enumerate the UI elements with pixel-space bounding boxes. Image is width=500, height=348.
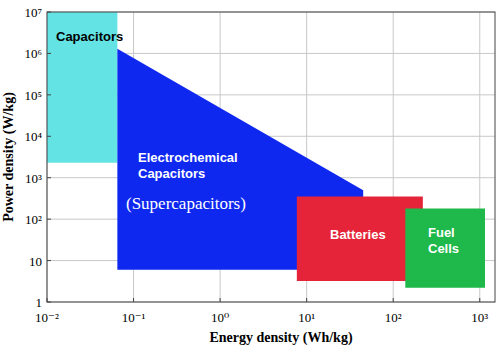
y-tick-label: 10 — [29, 254, 42, 269]
region-label: FuelCells — [428, 225, 459, 256]
y-tick — [47, 136, 51, 137]
y-tick — [47, 94, 51, 95]
x-tick — [393, 298, 394, 302]
y-tick-label: 10⁵ — [24, 88, 42, 103]
y-tick — [47, 260, 51, 261]
y-tick — [47, 12, 51, 13]
x-tick — [47, 298, 48, 302]
x-tick — [133, 298, 134, 302]
x-tick — [306, 298, 307, 302]
y-axis-label: Power density (W/kg) — [1, 92, 17, 222]
y-tick — [47, 177, 51, 178]
region — [297, 197, 423, 281]
x-tick — [479, 298, 480, 302]
plot-frame — [47, 12, 495, 302]
y-tick-label: 1 — [36, 295, 43, 310]
region — [405, 209, 485, 288]
region-label: ElectrochemicalCapacitors — [138, 150, 238, 181]
x-tick-label: 10³ — [471, 310, 488, 325]
chart: 10⁻² 10⁻¹ 10⁰ 10¹ 10² 10³ 1 10 10² 10³ 10⁴ 10⁵ 10⁶ 10… — [0, 0, 500, 348]
x-tick-label: 10² — [385, 310, 402, 325]
x-tick-label: 10⁻¹ — [122, 310, 146, 325]
x-tick-label: 10⁰ — [211, 310, 229, 325]
x-axis-label: Energy density (Wh/kg) — [209, 330, 352, 346]
x-tick-label: 10⁻² — [35, 310, 59, 325]
regions — [47, 12, 485, 288]
y-tick-label: 10⁴ — [24, 129, 42, 144]
grid — [47, 12, 495, 302]
region-label: Capacitors — [56, 29, 123, 44]
x-tick — [220, 298, 221, 302]
x-tick-label: 10¹ — [298, 310, 315, 325]
y-tick — [47, 302, 51, 303]
y-tick — [47, 53, 51, 54]
y-tick — [47, 219, 51, 220]
y-tick-label: 10³ — [25, 171, 42, 186]
y-tick-label: 10⁷ — [24, 5, 42, 20]
annotation: (Supercapacitors) — [126, 194, 246, 213]
region-label: Batteries — [330, 227, 386, 242]
axes: 10⁻² 10⁻¹ 10⁰ 10¹ 10² 10³ 1 10 10² 10³ 10⁴ 10⁵ 10⁶ 10… — [24, 5, 488, 325]
y-tick-label: 10⁶ — [24, 46, 42, 61]
region-labels: Capacitors ElectrochemicalCapacitors Batte… — [56, 29, 459, 256]
y-tick-label: 10² — [25, 212, 42, 227]
